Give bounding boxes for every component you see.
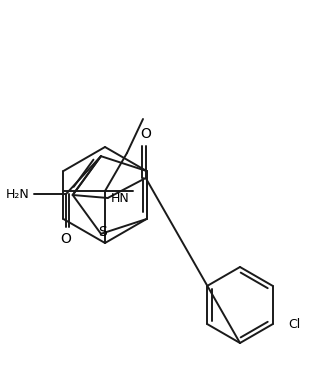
Text: HN: HN <box>111 193 129 206</box>
Text: Cl: Cl <box>288 317 300 331</box>
Text: O: O <box>140 127 151 141</box>
Text: S: S <box>99 225 107 239</box>
Text: O: O <box>60 232 72 246</box>
Text: H₂N: H₂N <box>6 188 30 201</box>
